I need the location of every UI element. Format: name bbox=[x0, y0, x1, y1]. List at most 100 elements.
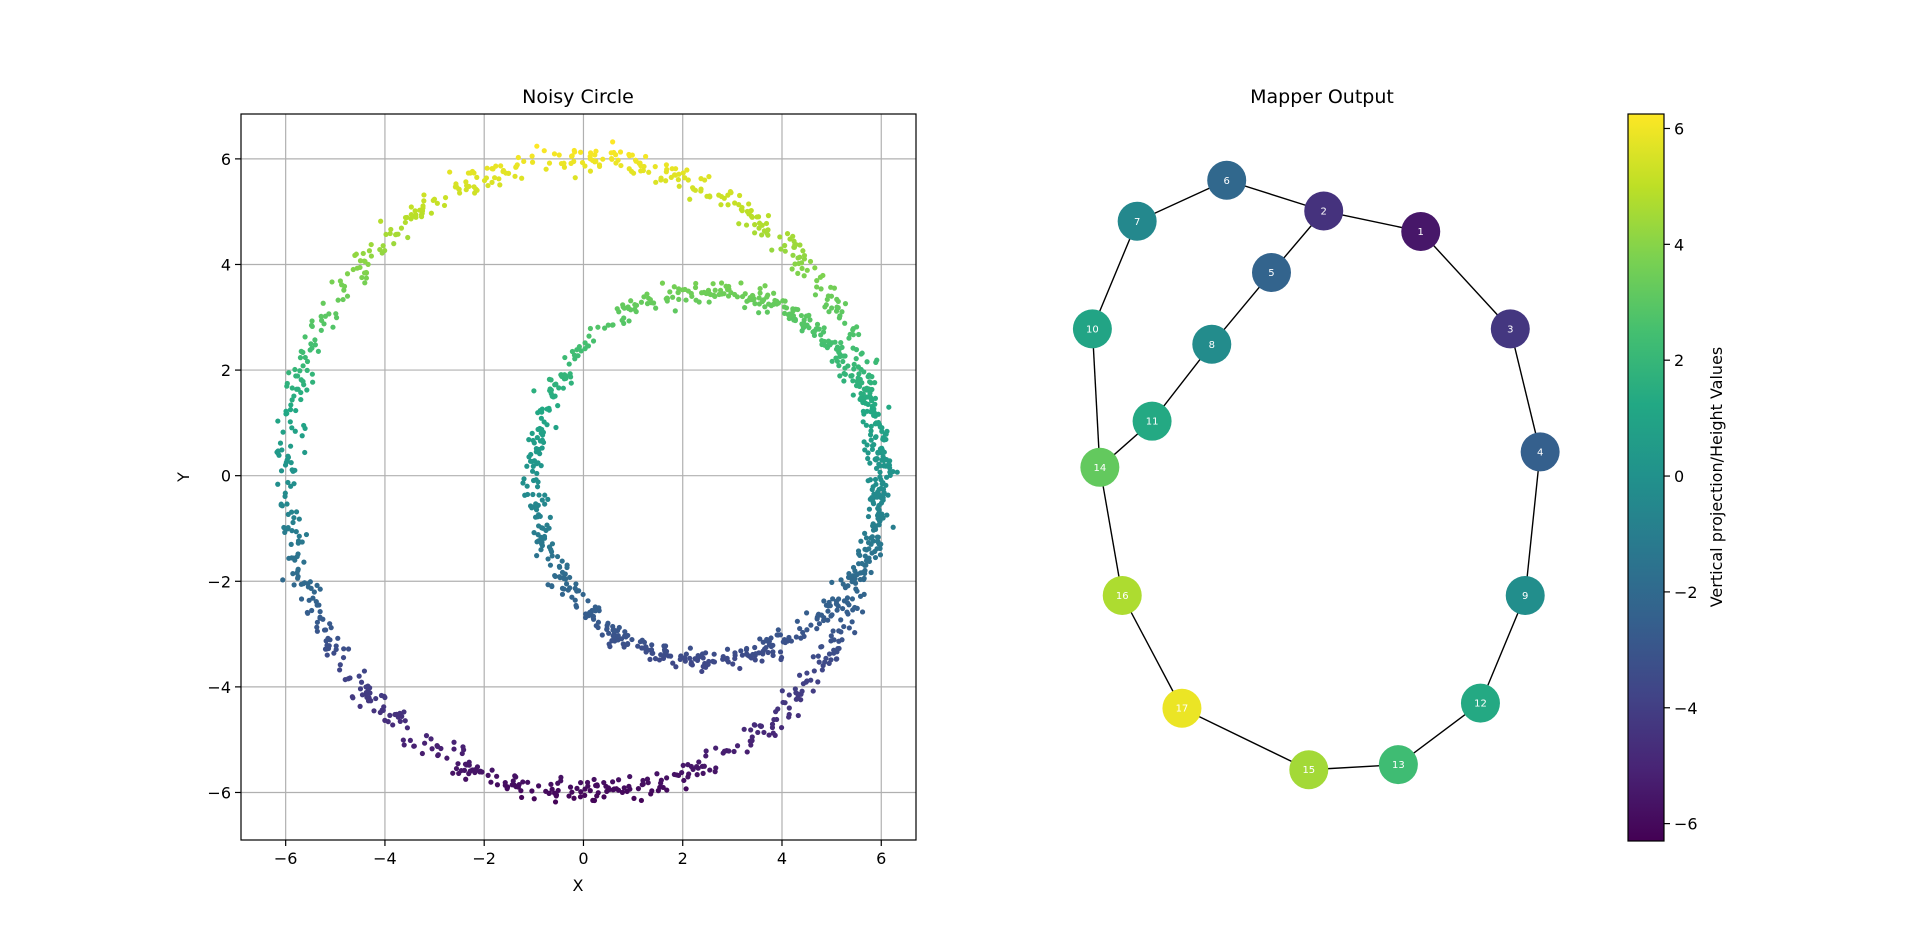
scatter-point bbox=[647, 656, 653, 662]
scatter-point bbox=[366, 248, 373, 254]
scatter-point bbox=[520, 480, 526, 486]
scatter-point bbox=[296, 533, 302, 539]
scatter-point bbox=[610, 779, 616, 785]
scatter-point bbox=[763, 220, 770, 227]
scatter-point bbox=[772, 732, 778, 738]
scatter-point bbox=[786, 714, 792, 720]
scatter-point bbox=[701, 289, 707, 295]
scatter-point bbox=[466, 183, 472, 190]
scatter-point bbox=[739, 208, 745, 214]
scatter-point bbox=[378, 218, 384, 224]
scatter-point bbox=[307, 347, 313, 353]
scatter-point bbox=[869, 374, 875, 380]
scatter-point bbox=[287, 406, 294, 413]
scatter-point bbox=[301, 422, 307, 429]
scatter-point bbox=[291, 481, 297, 487]
scatter-point bbox=[870, 484, 876, 490]
scatter-point bbox=[675, 289, 681, 295]
scatter-x-tick-label: 0 bbox=[578, 849, 588, 868]
scatter-y-ticks: −6 −4 −2 0 2 4 6 bbox=[207, 150, 241, 802]
scatter-point bbox=[538, 540, 544, 546]
scatter-point bbox=[359, 274, 365, 281]
scatter-point bbox=[856, 371, 862, 377]
scatter-point bbox=[593, 158, 599, 164]
scatter-point bbox=[577, 780, 584, 786]
scatter-point bbox=[638, 797, 645, 804]
scatter-point bbox=[816, 659, 822, 665]
scatter-point bbox=[762, 304, 768, 310]
scatter-point bbox=[879, 457, 885, 463]
scatter-point bbox=[361, 258, 367, 264]
scatter-point bbox=[519, 794, 525, 801]
scatter-point bbox=[841, 623, 847, 630]
scatter-point bbox=[298, 596, 305, 602]
scatter-point bbox=[574, 588, 580, 594]
scatter-point bbox=[814, 278, 820, 284]
mapper-node bbox=[1072, 309, 1112, 349]
scatter-point bbox=[844, 600, 851, 606]
scatter-point bbox=[292, 428, 298, 434]
scatter-point bbox=[435, 752, 441, 758]
scatter-point bbox=[650, 300, 657, 306]
scatter-point bbox=[568, 374, 574, 380]
scatter-point bbox=[610, 627, 616, 633]
scatter-point bbox=[842, 320, 848, 326]
colorbar-tick-label: 0 bbox=[1674, 467, 1684, 486]
scatter-point bbox=[752, 230, 758, 236]
scatter-x-tick-label: −6 bbox=[274, 849, 298, 868]
mapper-node-label: 12 bbox=[1474, 699, 1487, 710]
scatter-point bbox=[646, 295, 652, 301]
scatter-point bbox=[795, 255, 801, 261]
scatter-y-tick-label: −2 bbox=[207, 572, 231, 591]
scatter-point bbox=[792, 242, 798, 248]
scatter-point bbox=[288, 460, 294, 466]
mapper-node bbox=[1117, 201, 1157, 241]
scatter-point bbox=[856, 561, 862, 567]
scatter-point bbox=[836, 638, 842, 644]
scatter-point bbox=[742, 291, 748, 297]
scatter-point bbox=[558, 778, 564, 784]
scatter-point bbox=[590, 616, 597, 622]
scatter-point bbox=[484, 165, 490, 171]
scatter-point bbox=[320, 300, 326, 306]
scatter-point bbox=[703, 748, 709, 754]
scatter-point bbox=[489, 166, 495, 172]
scatter-point bbox=[872, 380, 878, 386]
scatter-point bbox=[866, 506, 873, 512]
scatter-point bbox=[292, 366, 298, 373]
scatter-point bbox=[874, 534, 880, 540]
scatter-point bbox=[327, 621, 333, 627]
scatter-point bbox=[857, 576, 863, 583]
scatter-point bbox=[524, 491, 531, 498]
scatter-point bbox=[310, 379, 316, 385]
scatter-y-label: Y bbox=[174, 472, 193, 483]
scatter-point bbox=[747, 738, 753, 744]
scatter-point bbox=[399, 713, 405, 719]
scatter-point bbox=[643, 649, 649, 655]
scatter-point bbox=[670, 294, 676, 300]
scatter-point bbox=[875, 515, 881, 522]
scatter-point bbox=[621, 315, 627, 321]
scatter-point bbox=[830, 596, 836, 602]
scatter-point bbox=[868, 398, 875, 404]
scatter-point bbox=[760, 648, 766, 654]
scatter-point bbox=[696, 299, 702, 305]
scatter-point bbox=[275, 418, 281, 424]
scatter-point bbox=[505, 170, 512, 176]
scatter-point bbox=[850, 378, 856, 384]
scatter-point bbox=[420, 203, 426, 209]
scatter-point bbox=[610, 139, 616, 145]
scatter-point bbox=[706, 299, 712, 305]
scatter-point bbox=[323, 627, 329, 633]
scatter-point bbox=[654, 771, 660, 777]
scatter-point bbox=[542, 492, 548, 498]
scatter-point bbox=[863, 422, 869, 428]
scatter-point bbox=[323, 646, 330, 652]
scatter-point bbox=[353, 251, 359, 257]
scatter-point bbox=[587, 325, 594, 332]
scatter-point bbox=[537, 513, 543, 519]
scatter-point bbox=[782, 248, 788, 254]
scatter-point bbox=[422, 740, 428, 746]
scatter-point bbox=[858, 390, 864, 397]
